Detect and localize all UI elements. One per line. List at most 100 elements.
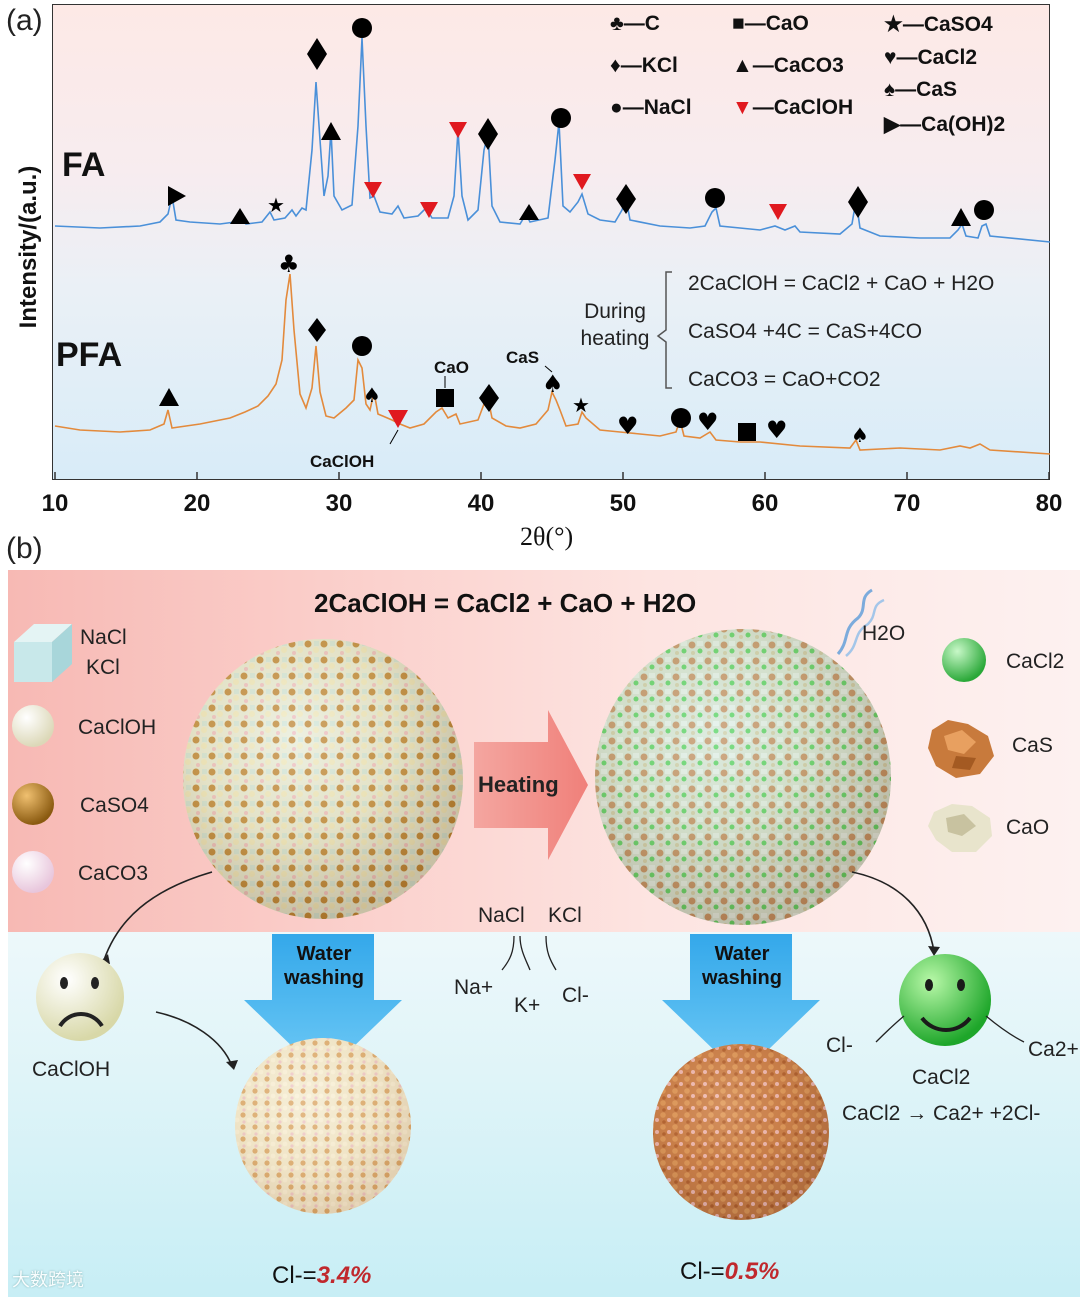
cl-result-right: Cl-=0.5% bbox=[680, 1258, 780, 1285]
watermark: 大数跨境 bbox=[12, 1270, 84, 1290]
fa-curve bbox=[54, 37, 1051, 243]
heating-arrow bbox=[474, 710, 588, 860]
marker-cacl2: ♥ bbox=[766, 416, 788, 444]
diagram-graphics bbox=[12, 588, 1025, 1220]
x-tick: 30 bbox=[325, 490, 353, 517]
h2o-label: H2O bbox=[862, 622, 906, 645]
marker-kcl bbox=[478, 118, 498, 150]
marker-caco3 bbox=[230, 208, 250, 224]
marker-kcl bbox=[848, 186, 868, 218]
sad-face-icon bbox=[36, 953, 124, 1041]
marker-caco3 bbox=[321, 122, 341, 140]
marker-nacl bbox=[551, 108, 571, 128]
pfa-curve bbox=[54, 273, 1051, 455]
xrd-chart: ★ ♣ ♠ ♠ ★ ♥ ♥ ♥ ♠ bbox=[54, 18, 1051, 480]
marker-cas: ♠ bbox=[542, 370, 564, 398]
legend-cas: CaS bbox=[1012, 734, 1053, 757]
legend-nacl: NaCl bbox=[80, 626, 127, 649]
k-ion-label: K+ bbox=[514, 994, 541, 1017]
kcl-label: KCl bbox=[548, 904, 582, 927]
marker-caoh2 bbox=[168, 186, 186, 206]
x-axis-ticks bbox=[54, 472, 1050, 480]
marker-cao bbox=[436, 389, 454, 407]
sample-label-pfa: PFA bbox=[56, 336, 123, 374]
marker-cacl2: ♥ bbox=[697, 408, 719, 436]
marker-kcl bbox=[307, 38, 327, 70]
legend-item: ●—NaCl bbox=[610, 96, 692, 119]
steam-icon bbox=[836, 588, 873, 655]
legend-item: ▶—Ca(OH)2 bbox=[884, 113, 1006, 136]
legend-item: ♣—C bbox=[610, 12, 660, 35]
marker-kcl bbox=[616, 184, 636, 214]
legend-item: ♥—CaCl2 bbox=[884, 46, 977, 69]
caclo-face-label: CaClOH bbox=[32, 1058, 111, 1081]
panel-b-label: (b) bbox=[6, 532, 43, 565]
marker-cas: ♠ bbox=[363, 383, 381, 407]
marker-caso4: ★ bbox=[572, 393, 590, 417]
cao-flake-icon bbox=[928, 804, 992, 852]
cl-ion-label: Cl- bbox=[562, 984, 589, 1007]
connector-arrow bbox=[103, 871, 213, 961]
legend-caclo: CaClOH bbox=[78, 716, 157, 739]
x-tick: 70 bbox=[893, 490, 921, 517]
plot-area bbox=[52, 4, 1050, 480]
marker-caclo bbox=[573, 174, 591, 190]
legend-item: ▼—CaClOH bbox=[732, 96, 854, 119]
caso4-ball-icon bbox=[12, 783, 54, 825]
water-washing-label-left: Water washing bbox=[283, 943, 364, 989]
marker-caso4: ★ bbox=[267, 193, 285, 217]
reaction-1: 2CaClOH = CaCl2 + CaO + H2O bbox=[688, 272, 995, 295]
marker-cas: ♠ bbox=[851, 423, 869, 447]
dissociation-equation: CaCl2 → Ca2+ +2Cl- bbox=[842, 1102, 1041, 1125]
marker-nacl bbox=[352, 336, 372, 356]
peak-label-caclo: CaClOH bbox=[310, 452, 375, 471]
marker-caco3 bbox=[519, 204, 539, 220]
sample-label-fa: FA bbox=[62, 146, 106, 184]
ca-ion-label: Ca2+ bbox=[1028, 1038, 1079, 1061]
peak-label-cao: CaO bbox=[434, 358, 469, 377]
connector-arrow bbox=[851, 871, 935, 953]
panel-a-label: (a) bbox=[6, 4, 43, 37]
nacl-label: NaCl bbox=[478, 904, 525, 927]
reaction-3: CaCO3 = CaO+CO2 bbox=[688, 368, 881, 391]
marker-caclo bbox=[388, 410, 408, 428]
connector-arrow bbox=[155, 1011, 233, 1067]
x-tick: 20 bbox=[183, 490, 211, 517]
legend-caso4: CaSO4 bbox=[80, 794, 149, 817]
pfa-markers: ♣ ♠ ♠ ★ ♥ ♥ ♥ ♠ bbox=[159, 250, 869, 447]
water-washing-label-right: Water washing bbox=[701, 943, 782, 989]
marker-caco3 bbox=[951, 208, 971, 226]
legend-item: ▲—CaCO3 bbox=[732, 54, 844, 77]
marker-cao bbox=[738, 423, 756, 441]
reaction-2: CaSO4 +4C = CaS+4CO bbox=[688, 320, 923, 343]
happy-face-icon bbox=[899, 954, 991, 1046]
reaction-bracket bbox=[656, 271, 672, 389]
caco3-ball-icon bbox=[12, 851, 54, 893]
x-axis-label: 2θ(°) bbox=[520, 522, 574, 551]
cas-flake-icon bbox=[928, 720, 994, 778]
legend-item: ★—CaSO4 bbox=[884, 13, 993, 36]
marker-nacl bbox=[671, 408, 691, 428]
x-tick: 10 bbox=[41, 490, 69, 517]
legend-item: ■—CaO bbox=[732, 12, 809, 35]
x-tick: 50 bbox=[609, 490, 637, 517]
peak-label-cas: CaS bbox=[506, 348, 540, 367]
na-ion-label: Na+ bbox=[454, 976, 494, 999]
legend-kcl: KCl bbox=[86, 656, 120, 679]
cube-icon bbox=[14, 624, 72, 682]
fa-markers: ★ bbox=[168, 18, 994, 226]
marker-c: ♣ bbox=[278, 250, 300, 278]
during-heating-label: During heating bbox=[580, 300, 650, 351]
marker-nacl bbox=[705, 188, 725, 208]
x-tick: 60 bbox=[751, 490, 779, 517]
x-tick: 80 bbox=[1035, 490, 1063, 517]
y-axis-label: Intensity/(a.u.) bbox=[15, 165, 42, 329]
marker-caclo bbox=[769, 204, 787, 220]
cacl2-ball-icon bbox=[942, 638, 986, 682]
marker-kcl bbox=[479, 384, 499, 412]
water-washing-arrow-left bbox=[244, 934, 402, 1076]
legend-caco3: CaCO3 bbox=[78, 862, 149, 885]
water-washing-arrow-right bbox=[662, 934, 820, 1076]
legend-cacl2: CaCl2 bbox=[1006, 650, 1065, 673]
marker-caclo bbox=[420, 202, 438, 218]
